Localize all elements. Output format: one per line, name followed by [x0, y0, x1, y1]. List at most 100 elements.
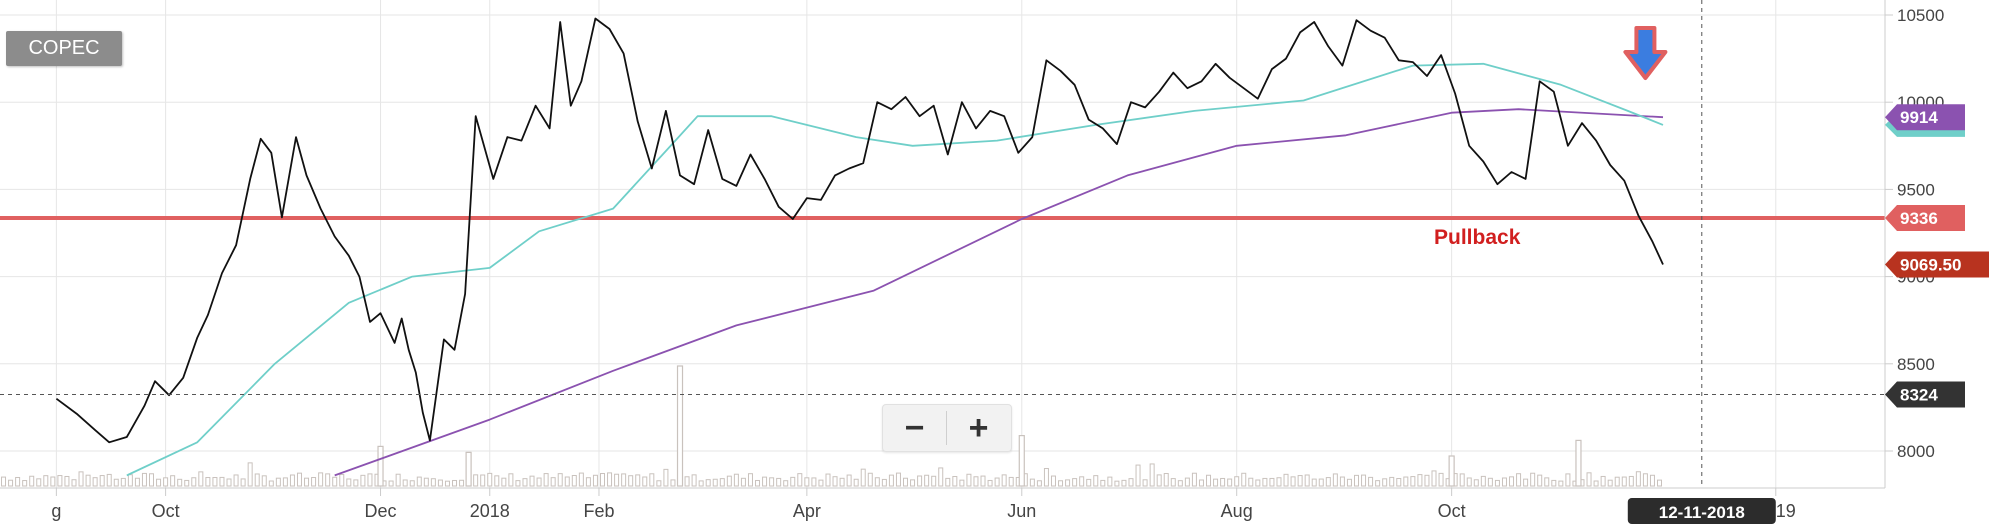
volume-bar	[29, 475, 35, 487]
volume-bar	[1558, 480, 1564, 487]
cursor-date-label: 12-11-2018	[1659, 503, 1745, 522]
volume-bar	[1079, 476, 1085, 487]
volume-bar	[818, 479, 824, 487]
volume-bar	[127, 474, 133, 487]
crosshair	[0, 0, 1885, 488]
zoom-out-button[interactable]: −	[904, 408, 925, 447]
series-sma-long	[334, 108, 1664, 477]
volume-bar	[1008, 476, 1014, 487]
volume-bar	[1227, 478, 1233, 487]
volume-bar	[1438, 472, 1444, 487]
volume-bar	[85, 474, 91, 487]
x-tick-label: g	[51, 501, 61, 521]
x-tick-label: 2018	[470, 501, 510, 521]
volume-bar	[1480, 475, 1486, 487]
volume-bar	[1375, 480, 1381, 487]
zoom-in-button[interactable]: +	[968, 408, 989, 447]
volume-bar	[459, 479, 465, 487]
price-tag-label: 9336	[1900, 209, 1938, 228]
volume-bar	[501, 477, 507, 487]
volume-bar	[50, 476, 56, 487]
volume-bar	[304, 477, 310, 487]
volume-bar	[191, 477, 197, 487]
volume-bar	[156, 478, 162, 487]
volume-bar	[402, 479, 408, 487]
volume-bar	[536, 477, 542, 487]
volume-bar	[1093, 475, 1099, 487]
volume-bar	[621, 473, 627, 487]
volume-bar	[1262, 477, 1268, 487]
cursor-date-box	[1627, 498, 1776, 524]
volume-bar	[219, 476, 225, 487]
volume-bar	[649, 473, 655, 487]
volume-bar	[1649, 474, 1655, 487]
x-tick-label: Apr	[793, 501, 821, 521]
volume-bar	[670, 479, 676, 487]
volume-bar	[1628, 475, 1634, 487]
volume-bar	[149, 473, 155, 487]
grid	[0, 0, 1885, 488]
volume-bar	[515, 480, 521, 487]
volume-bar	[240, 478, 246, 487]
volume-bar	[599, 473, 605, 487]
volume-bar	[860, 468, 866, 487]
volume-bar	[924, 474, 930, 487]
volume-bar	[113, 478, 119, 487]
volume-bar	[564, 476, 570, 487]
volume-bar	[755, 479, 761, 487]
down-arrow-icon	[1623, 26, 1668, 80]
volume-bar	[233, 474, 239, 487]
volume-bar	[71, 479, 77, 487]
y-tick-label: 8500	[1897, 355, 1935, 374]
symbol-badge[interactable]: COPEC	[6, 31, 122, 66]
volume-bar	[585, 477, 591, 487]
volume-bar	[1600, 475, 1606, 487]
volume-bar	[437, 479, 443, 487]
volume-bar	[903, 477, 909, 487]
volume-bar	[1050, 475, 1056, 487]
zoom-separator	[946, 411, 947, 445]
volume-bar	[1403, 476, 1409, 487]
volume-bar	[1058, 480, 1064, 487]
volume-bar	[261, 475, 267, 487]
volume-bar	[522, 478, 528, 487]
volume-bar	[1206, 474, 1212, 487]
volume-bar	[134, 477, 140, 487]
volume-bar	[529, 475, 535, 487]
volume-bar	[1501, 477, 1507, 487]
volume-bar	[170, 475, 176, 487]
volume-bar	[452, 479, 458, 487]
volume-bar	[339, 474, 345, 487]
volume-bar	[945, 477, 951, 487]
volume-bar	[804, 477, 810, 487]
volume-bar	[1396, 478, 1402, 487]
volume-bar	[790, 476, 796, 487]
volume-bar	[952, 476, 958, 487]
price-tag	[1885, 205, 1965, 232]
volume-bar	[1516, 473, 1522, 487]
volume-bar	[92, 477, 98, 487]
volume-bar	[1128, 478, 1134, 487]
volume-bar	[177, 478, 183, 487]
volume-bar	[712, 478, 718, 487]
volume-bar	[811, 477, 817, 487]
volume-bar	[592, 474, 598, 487]
volume-bar	[1255, 479, 1261, 487]
volume-bar	[1417, 474, 1423, 487]
volume-bar	[473, 474, 479, 487]
volume-bar	[832, 476, 838, 487]
volume-bar	[409, 480, 415, 487]
volume-bar	[198, 471, 204, 487]
volume-bar	[1156, 474, 1162, 487]
volume-bar	[444, 480, 450, 487]
volume-bar	[719, 478, 725, 487]
volume-bar	[1361, 474, 1367, 487]
volume-bar	[846, 474, 852, 487]
y-tick-label: 10500	[1897, 6, 1944, 25]
volume-bar	[1135, 464, 1141, 487]
x-tick-label: Jun	[1007, 501, 1036, 521]
volume-bar	[1318, 478, 1324, 487]
volume-bar	[8, 479, 14, 487]
